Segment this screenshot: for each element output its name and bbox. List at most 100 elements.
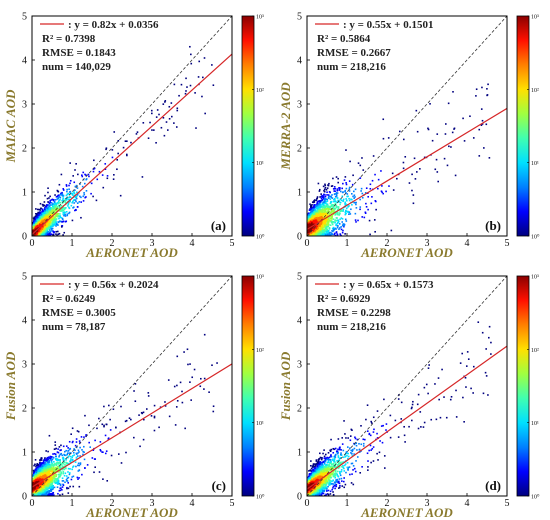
density-point [365, 187, 368, 189]
density-point [345, 209, 347, 212]
density-point [55, 221, 57, 223]
density-point [345, 183, 348, 186]
density-point [38, 230, 41, 232]
density-point [58, 202, 60, 204]
density-point [76, 206, 79, 208]
density-point [322, 196, 325, 199]
density-point [328, 227, 331, 230]
density-point [331, 197, 334, 199]
density-point [178, 94, 180, 97]
density-point [49, 219, 51, 221]
density-point [327, 196, 330, 199]
density-point [119, 194, 122, 197]
density-point [330, 211, 332, 214]
density-point [56, 198, 59, 200]
density-point [52, 199, 55, 201]
density-point [42, 233, 45, 236]
density-point [95, 199, 98, 202]
density-point [38, 208, 40, 211]
density-point [52, 212, 55, 215]
density-point [60, 216, 63, 219]
density-point [316, 204, 318, 207]
density-point [320, 206, 323, 209]
density-point [337, 207, 340, 210]
density-point [50, 201, 53, 204]
density-point [342, 199, 345, 202]
density-point [324, 194, 326, 196]
density-point [46, 209, 48, 212]
density-point [320, 199, 323, 202]
density-point [334, 221, 336, 224]
density-point [204, 112, 206, 115]
density-point [68, 207, 71, 210]
density-point [319, 205, 322, 208]
density-point [176, 109, 179, 112]
density-point [313, 200, 315, 203]
density-point [345, 220, 348, 222]
density-point [83, 193, 86, 196]
density-point [330, 212, 332, 215]
density-point [53, 217, 56, 220]
density-point [56, 189, 59, 192]
density-point [416, 171, 418, 173]
density-point [324, 184, 327, 187]
density-point [475, 95, 477, 97]
density-point [45, 205, 47, 208]
density-point [59, 213, 61, 215]
one-to-one-line [32, 16, 232, 236]
density-point [339, 218, 341, 221]
density-point [316, 201, 319, 204]
density-point [68, 196, 70, 199]
density-point [322, 206, 324, 209]
density-point [171, 115, 173, 118]
density-point [312, 201, 315, 203]
density-point [371, 196, 373, 198]
density-point [312, 206, 314, 209]
density-point [309, 203, 311, 206]
density-point [43, 214, 45, 216]
density-point [352, 174, 354, 177]
density-point [44, 210, 47, 213]
density-point [63, 213, 66, 215]
density-point [314, 219, 317, 221]
density-point [368, 219, 371, 222]
density-point [48, 231, 50, 233]
density-point [334, 197, 336, 200]
density-point [66, 188, 68, 191]
density-point [382, 118, 385, 121]
density-point [36, 213, 38, 215]
density-point [62, 209, 65, 212]
density-point [413, 157, 416, 160]
density-point [61, 217, 64, 220]
density-point [427, 128, 430, 131]
density-point [59, 201, 62, 204]
density-point [334, 190, 336, 193]
density-point [335, 204, 338, 207]
density-point [330, 216, 333, 219]
density-point [330, 232, 333, 234]
density-point [344, 176, 347, 178]
density-point [135, 133, 138, 135]
density-point [314, 213, 316, 215]
density-point [47, 221, 50, 223]
density-point [83, 192, 85, 194]
density-point [475, 88, 478, 91]
density-point [462, 117, 464, 120]
scatter-panel-a: 0 1 2 3 4 5 0 1 2 3 4 5 AERONET AOD MAIAC AOD: y = 0.… [0, 0, 275, 261]
density-point [57, 190, 60, 193]
density-point [79, 195, 81, 198]
density-point [56, 230, 59, 233]
density-point [326, 187, 329, 189]
density-point [355, 203, 357, 206]
density-point [56, 212, 59, 215]
density-point [54, 218, 57, 220]
density-point [447, 102, 450, 105]
density-point [64, 215, 67, 217]
density-point [326, 223, 328, 226]
density-point [331, 210, 333, 213]
density-point [347, 195, 349, 198]
density-point [344, 204, 347, 207]
density-point [331, 185, 334, 187]
density-point [318, 210, 320, 212]
density-point [33, 218, 35, 221]
